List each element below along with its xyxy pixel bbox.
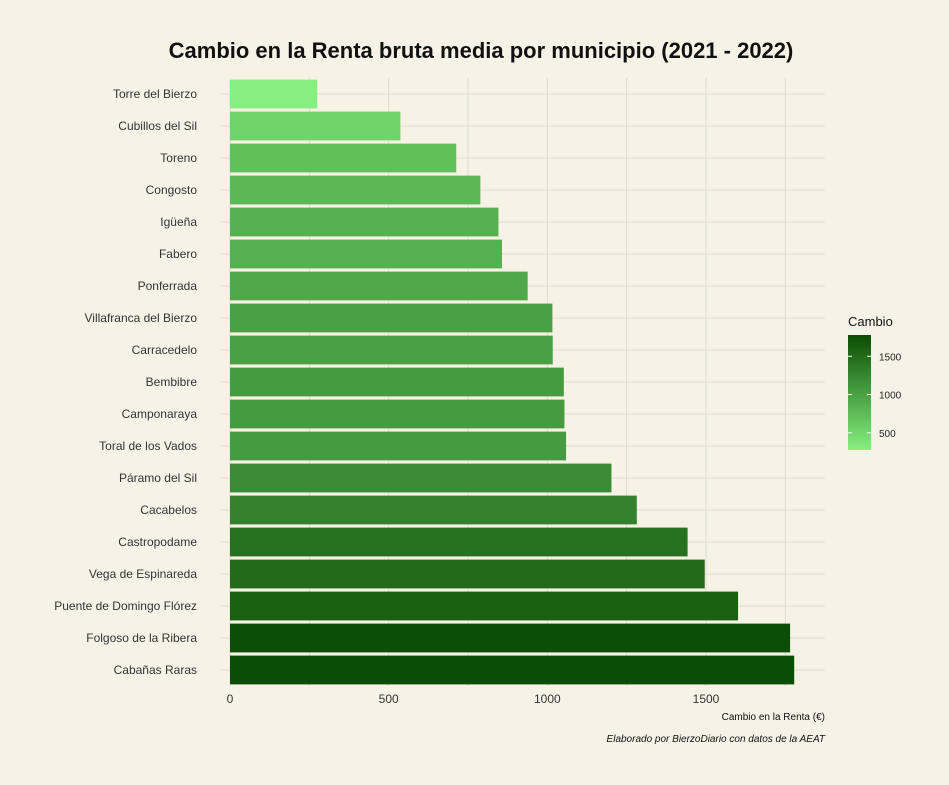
chart-title: Cambio en la Renta bruta media por munic… — [169, 38, 794, 63]
x-axis-title: Cambio en la Renta (€) — [722, 712, 825, 723]
category-label: Cubillos del Sil — [118, 119, 197, 133]
bar — [230, 111, 401, 141]
category-label: Cabañas Raras — [114, 663, 197, 677]
bar — [230, 399, 565, 429]
bar — [230, 367, 564, 397]
x-axis-ticks: 0 500 1000 1500 — [227, 692, 720, 706]
legend-colorbar — [848, 335, 871, 450]
category-labels: Torre del Bierzo Cubillos del Sil Toreno Co… — [54, 87, 197, 677]
bar — [230, 591, 739, 621]
category-label: Bembibre — [146, 375, 198, 389]
bar — [230, 527, 688, 557]
category-label: Cacabelos — [140, 503, 197, 517]
legend: Cambio 500 1000 1500 — [848, 314, 902, 450]
category-label: Congosto — [146, 183, 198, 197]
legend-tick-label: 500 — [879, 429, 896, 440]
category-label: Folgoso de la Ribera — [86, 631, 197, 645]
category-label: Toral de los Vados — [99, 439, 197, 453]
legend-title: Cambio — [848, 314, 893, 329]
bar — [230, 335, 553, 365]
bar — [230, 207, 499, 237]
category-label: Castropodame — [118, 535, 197, 549]
x-tick-label: 500 — [379, 692, 399, 706]
category-label: Camponaraya — [122, 407, 198, 421]
bar — [230, 559, 705, 589]
category-label: Torre del Bierzo — [113, 87, 197, 101]
category-label: Fabero — [159, 247, 197, 261]
category-label: Igüeña — [160, 215, 197, 229]
bar — [230, 463, 612, 493]
legend-tick-label: 1000 — [879, 391, 902, 402]
category-label: Vega de Espinareda — [89, 567, 197, 581]
legend-tick-label: 1500 — [879, 352, 902, 363]
bar — [230, 175, 481, 205]
bar — [230, 303, 553, 333]
bar — [230, 495, 637, 525]
x-tick-label: 0 — [227, 692, 234, 706]
bar — [230, 239, 502, 269]
category-label: Páramo del Sil — [119, 471, 197, 485]
category-label: Puente de Domingo Flórez — [54, 599, 197, 613]
bar — [230, 143, 457, 173]
chart-caption: Elaborado por BierzoDiario con datos de … — [607, 734, 826, 745]
bar — [230, 623, 791, 653]
category-label: Carracedelo — [132, 343, 198, 357]
bar — [230, 271, 528, 301]
bar — [230, 655, 795, 685]
bar — [230, 431, 567, 461]
legend-ticks: 500 1000 1500 — [848, 352, 902, 440]
category-label: Toreno — [160, 151, 197, 165]
x-tick-label: 1500 — [693, 692, 720, 706]
x-tick-label: 1000 — [534, 692, 561, 706]
category-label: Ponferrada — [138, 279, 198, 293]
category-label: Villafranca del Bierzo — [84, 311, 197, 325]
bars — [230, 79, 795, 685]
bar — [230, 79, 318, 109]
